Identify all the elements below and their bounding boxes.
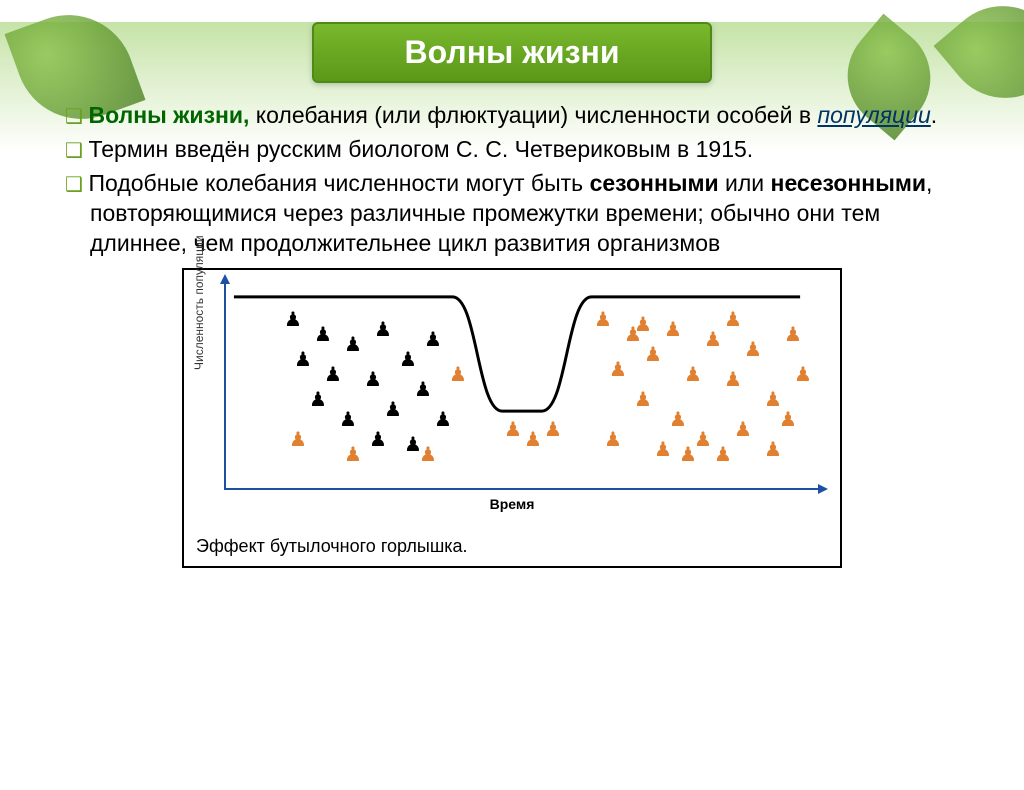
pawn-black-icon: ♟ xyxy=(374,320,392,340)
pawn-black-icon: ♟ xyxy=(399,350,417,370)
bold-seasonal: сезонными xyxy=(590,170,719,196)
pawn-orange-icon: ♟ xyxy=(594,310,612,330)
pawn-orange-icon: ♟ xyxy=(784,325,802,345)
text: Подобные колебания численности могут быт… xyxy=(89,170,590,196)
pawn-orange-icon: ♟ xyxy=(504,420,522,440)
chart-plot-area: Численность популяции Время ♟♟♟♟♟♟♟♟♟♟♟♟… xyxy=(184,270,840,530)
pawn-black-icon: ♟ xyxy=(309,390,327,410)
pawn-orange-icon: ♟ xyxy=(734,420,752,440)
text: . xyxy=(931,102,937,128)
text: Термин введён русским биологом С. С. Чет… xyxy=(89,136,754,162)
pawn-orange-icon: ♟ xyxy=(779,410,797,430)
pawn-orange-icon: ♟ xyxy=(634,315,652,335)
link-population[interactable]: популяции xyxy=(817,102,930,128)
pawn-black-icon: ♟ xyxy=(424,330,442,350)
y-axis-label: Численность популяции xyxy=(192,236,206,371)
pawn-black-icon: ♟ xyxy=(314,325,332,345)
term-waves-of-life: Волны жизни, xyxy=(89,102,250,128)
pawn-orange-icon: ♟ xyxy=(604,430,622,450)
bottleneck-chart: Численность популяции Время ♟♟♟♟♟♟♟♟♟♟♟♟… xyxy=(182,268,842,568)
text: колебания (или флюктуации) численности о… xyxy=(249,102,817,128)
pawn-orange-icon: ♟ xyxy=(714,445,732,465)
pawn-black-icon: ♟ xyxy=(339,410,357,430)
content-area: Волны жизни, колебания (или флюктуации) … xyxy=(0,83,1024,258)
pawn-black-icon: ♟ xyxy=(344,335,362,355)
pawn-orange-icon: ♟ xyxy=(634,390,652,410)
text: или xyxy=(719,170,771,196)
pawn-orange-icon: ♟ xyxy=(524,430,542,450)
pawn-orange-icon: ♟ xyxy=(764,440,782,460)
pawn-orange-icon: ♟ xyxy=(449,365,467,385)
pawn-orange-icon: ♟ xyxy=(664,320,682,340)
pawn-black-icon: ♟ xyxy=(284,310,302,330)
pawn-black-icon: ♟ xyxy=(324,365,342,385)
pawn-black-icon: ♟ xyxy=(434,410,452,430)
pawn-orange-icon: ♟ xyxy=(679,445,697,465)
pawn-black-icon: ♟ xyxy=(369,430,387,450)
pawn-orange-icon: ♟ xyxy=(644,345,662,365)
pawn-black-icon: ♟ xyxy=(294,350,312,370)
x-axis-label: Время xyxy=(490,496,535,512)
pawn-black-icon: ♟ xyxy=(364,370,382,390)
pawn-black-icon: ♟ xyxy=(414,380,432,400)
bullet-2: Термин введён русским биологом С. С. Чет… xyxy=(65,135,974,165)
pawn-orange-icon: ♟ xyxy=(669,410,687,430)
pawn-orange-icon: ♟ xyxy=(609,360,627,380)
pawn-orange-icon: ♟ xyxy=(654,440,672,460)
pawn-orange-icon: ♟ xyxy=(724,370,742,390)
pawn-orange-icon: ♟ xyxy=(289,430,307,450)
pawn-black-icon: ♟ xyxy=(384,400,402,420)
pawn-orange-icon: ♟ xyxy=(419,445,437,465)
bullet-1: Волны жизни, колебания (или флюктуации) … xyxy=(65,101,974,131)
pawn-orange-icon: ♟ xyxy=(704,330,722,350)
bold-nonseasonal: несезонными xyxy=(771,170,926,196)
pawn-orange-icon: ♟ xyxy=(764,390,782,410)
pawn-orange-icon: ♟ xyxy=(544,420,562,440)
chart-caption: Эффект бутылочного горлышка. xyxy=(184,530,840,563)
pawn-orange-icon: ♟ xyxy=(794,365,812,385)
pawn-orange-icon: ♟ xyxy=(744,340,762,360)
pawn-orange-icon: ♟ xyxy=(344,445,362,465)
pawn-orange-icon: ♟ xyxy=(684,365,702,385)
pawn-orange-icon: ♟ xyxy=(724,310,742,330)
slide-title: Волны жизни xyxy=(312,22,712,83)
